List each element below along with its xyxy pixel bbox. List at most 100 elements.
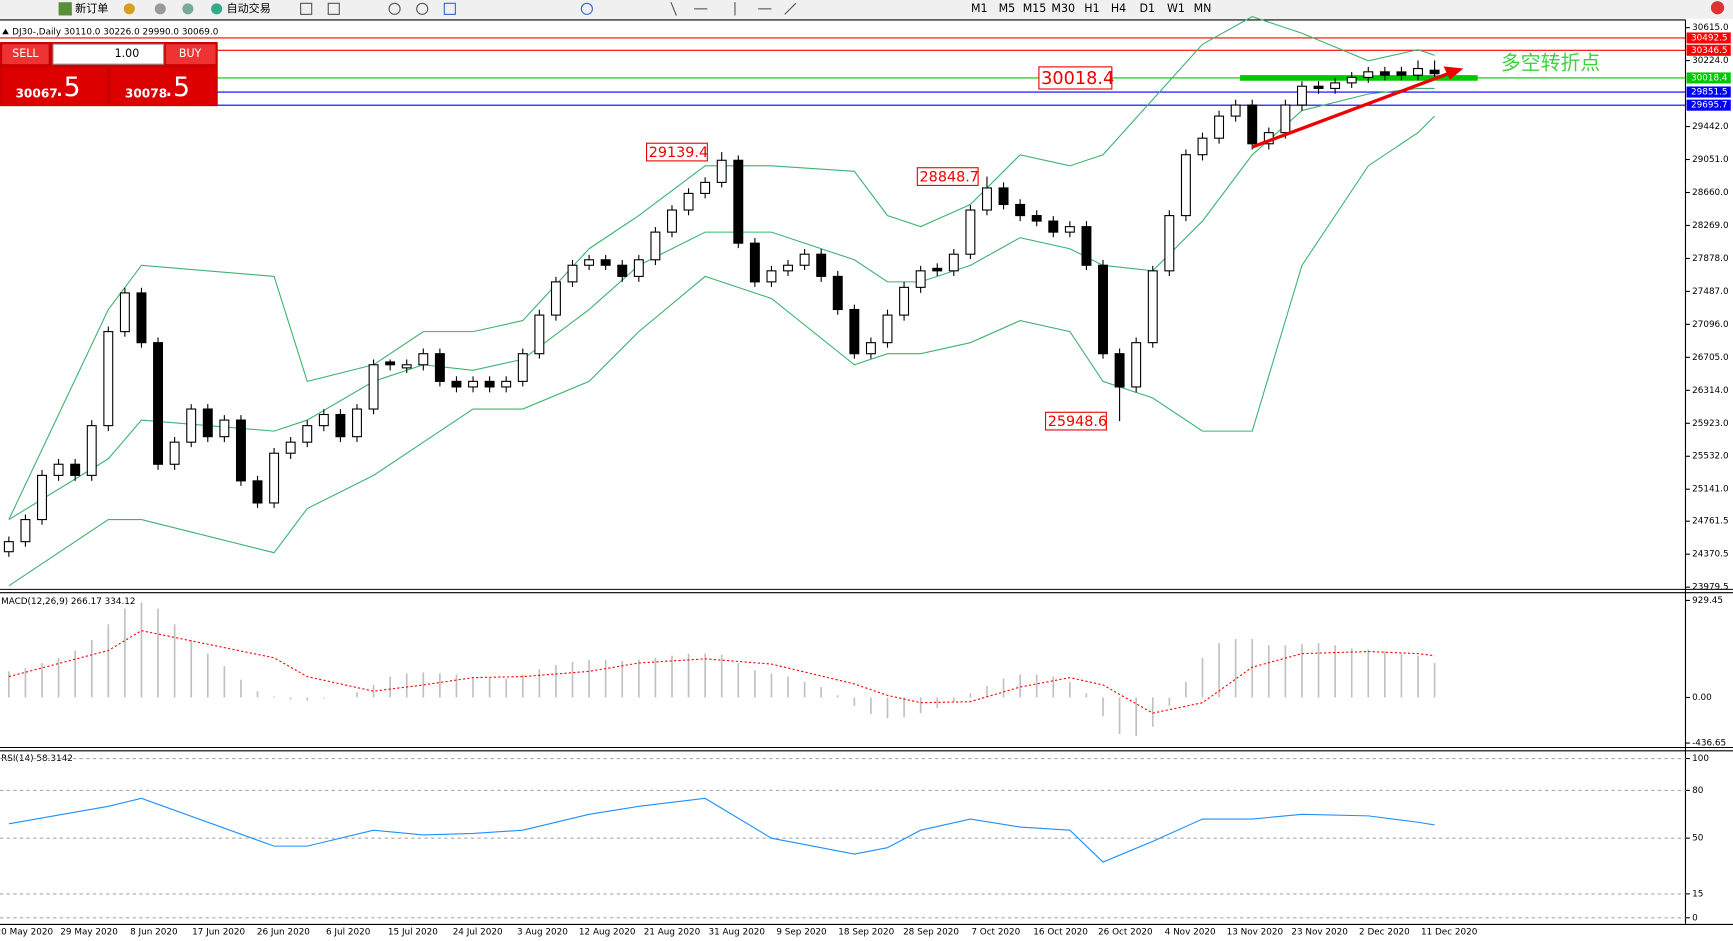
timeframe[interactable]: M15 <box>1023 2 1047 15</box>
lot-value[interactable]: 1.00 <box>115 47 140 60</box>
candle-body <box>749 242 760 283</box>
candle-body <box>965 209 976 255</box>
auto-trading-icon[interactable] <box>211 3 223 15</box>
y-tick-label: 29051.0 <box>1692 155 1729 165</box>
rsi-header: RSI(14) 58.3142 <box>1 754 73 764</box>
zoom-out[interactable] <box>416 2 429 15</box>
candle-body <box>186 408 197 443</box>
candle-body <box>1048 220 1059 233</box>
period-icon[interactable] <box>580 2 593 15</box>
trend-arrow <box>1251 66 1464 149</box>
annotation: 28848.7 <box>920 170 979 186</box>
candle-body <box>816 253 827 277</box>
x-tick-label: 20 May 2020 <box>0 928 53 938</box>
candle-body <box>1247 104 1258 145</box>
new-order-icon[interactable] <box>58 2 72 16</box>
candle-body <box>534 314 545 355</box>
buy-price-frac[interactable]: .5 <box>165 72 190 103</box>
timeframe[interactable]: D1 <box>1139 2 1155 15</box>
candle-body <box>1164 215 1175 272</box>
candle-body <box>1197 137 1208 156</box>
tool-icon[interactable] <box>327 2 340 15</box>
x-tick-label: 16 Oct 2020 <box>1033 928 1088 938</box>
timeframe[interactable]: M5 <box>999 2 1016 15</box>
level-label-bg <box>1686 44 1731 56</box>
candle-body <box>1131 342 1142 388</box>
tool-icon[interactable] <box>443 2 456 15</box>
sell-price-frac[interactable]: .5 <box>55 72 80 103</box>
toolbar-bg <box>0 0 1733 19</box>
header-arrow <box>2 28 9 35</box>
buy-button[interactable] <box>165 44 216 65</box>
timeframe[interactable]: M1 <box>971 2 988 15</box>
auto-trading-button[interactable]: 自动交易 <box>227 1 271 15</box>
timeframe[interactable]: MN <box>1194 2 1212 15</box>
y-tick-label: 27487.0 <box>1692 287 1729 297</box>
y-tick-label: 100 <box>1692 754 1709 764</box>
candle-body <box>285 441 296 454</box>
timeframe[interactable]: M30 <box>1051 2 1075 15</box>
candle-body <box>1429 69 1440 75</box>
alert-badge[interactable] <box>1710 1 1725 15</box>
annotation-box <box>1038 66 1113 90</box>
candle-body <box>1081 226 1092 266</box>
y-tick-label: 0.00 <box>1692 693 1712 703</box>
tool-icon[interactable] <box>154 3 166 15</box>
tool-icon[interactable] <box>123 3 135 15</box>
candle-body <box>600 259 611 266</box>
new-order-button[interactable]: 新订单 <box>75 1 108 15</box>
candle-body <box>915 270 926 288</box>
timeframe[interactable]: H4 <box>1111 2 1126 15</box>
candle-body <box>899 286 910 316</box>
candle-body <box>86 425 97 476</box>
x-tick-label: 4 Nov 2020 <box>1165 928 1216 938</box>
x-tick-label: 2 Dec 2020 <box>1359 928 1410 938</box>
level-label: 29695.7 <box>1691 101 1728 111</box>
candle-body <box>235 419 246 482</box>
annotation: 30018.4 <box>1041 69 1114 89</box>
x-tick-label: 7 Oct 2020 <box>971 928 1020 938</box>
timeframe[interactable]: H1 <box>1084 2 1099 15</box>
candle-body <box>368 364 379 410</box>
candle-body <box>136 292 147 344</box>
trend-tool[interactable] <box>784 2 797 15</box>
buy-price-box[interactable] <box>110 67 216 106</box>
sell-label[interactable]: SELL <box>12 47 39 60</box>
x-tick-label: 6 Jul 2020 <box>326 928 371 938</box>
annotation: 29139.4 <box>649 145 708 161</box>
macd-header: MACD(12,26,9) 266.17 334.12 <box>1 597 135 607</box>
sell-price[interactable]: 30067 <box>15 86 57 100</box>
lot-input[interactable] <box>52 43 165 65</box>
zoom-in[interactable] <box>388 2 401 15</box>
candle-body <box>1396 71 1407 76</box>
candle-body <box>667 209 677 233</box>
cursor-tool[interactable] <box>670 1 677 16</box>
buy-price[interactable]: 30078 <box>125 86 167 100</box>
candle-body <box>799 253 810 266</box>
x-tick-label: 23 Nov 2020 <box>1291 928 1348 938</box>
annotation-box <box>916 167 979 186</box>
candle-body <box>584 259 595 266</box>
chart-header: DJ30-,Daily 30110.0 30226.0 29990.0 3006… <box>12 28 219 38</box>
y-tick-label: -436.65 <box>1692 739 1726 749</box>
timeframe[interactable]: W1 <box>1167 2 1185 15</box>
candle-body <box>385 361 396 366</box>
signal-line <box>8 630 1435 714</box>
sell-button[interactable] <box>2 44 49 65</box>
candle-body <box>169 441 180 465</box>
rsi-line <box>8 797 1435 863</box>
buy-label[interactable]: BUY <box>179 47 202 60</box>
candle-body <box>119 292 130 333</box>
level-label: 30018.4 <box>1691 73 1728 83</box>
tool-icon[interactable] <box>300 2 313 15</box>
sell-price-box[interactable] <box>2 67 108 106</box>
tool-icon[interactable] <box>182 3 194 15</box>
y-tick-label: 27878.0 <box>1692 254 1729 264</box>
candle-body <box>352 408 362 438</box>
candle-body <box>20 519 31 543</box>
y-tick-label: 929.45 <box>1692 596 1723 606</box>
candle-body <box>451 380 462 388</box>
x-tick-label: 11 Dec 2020 <box>1421 928 1478 938</box>
x-tick-label: 15 Jul 2020 <box>388 928 438 938</box>
